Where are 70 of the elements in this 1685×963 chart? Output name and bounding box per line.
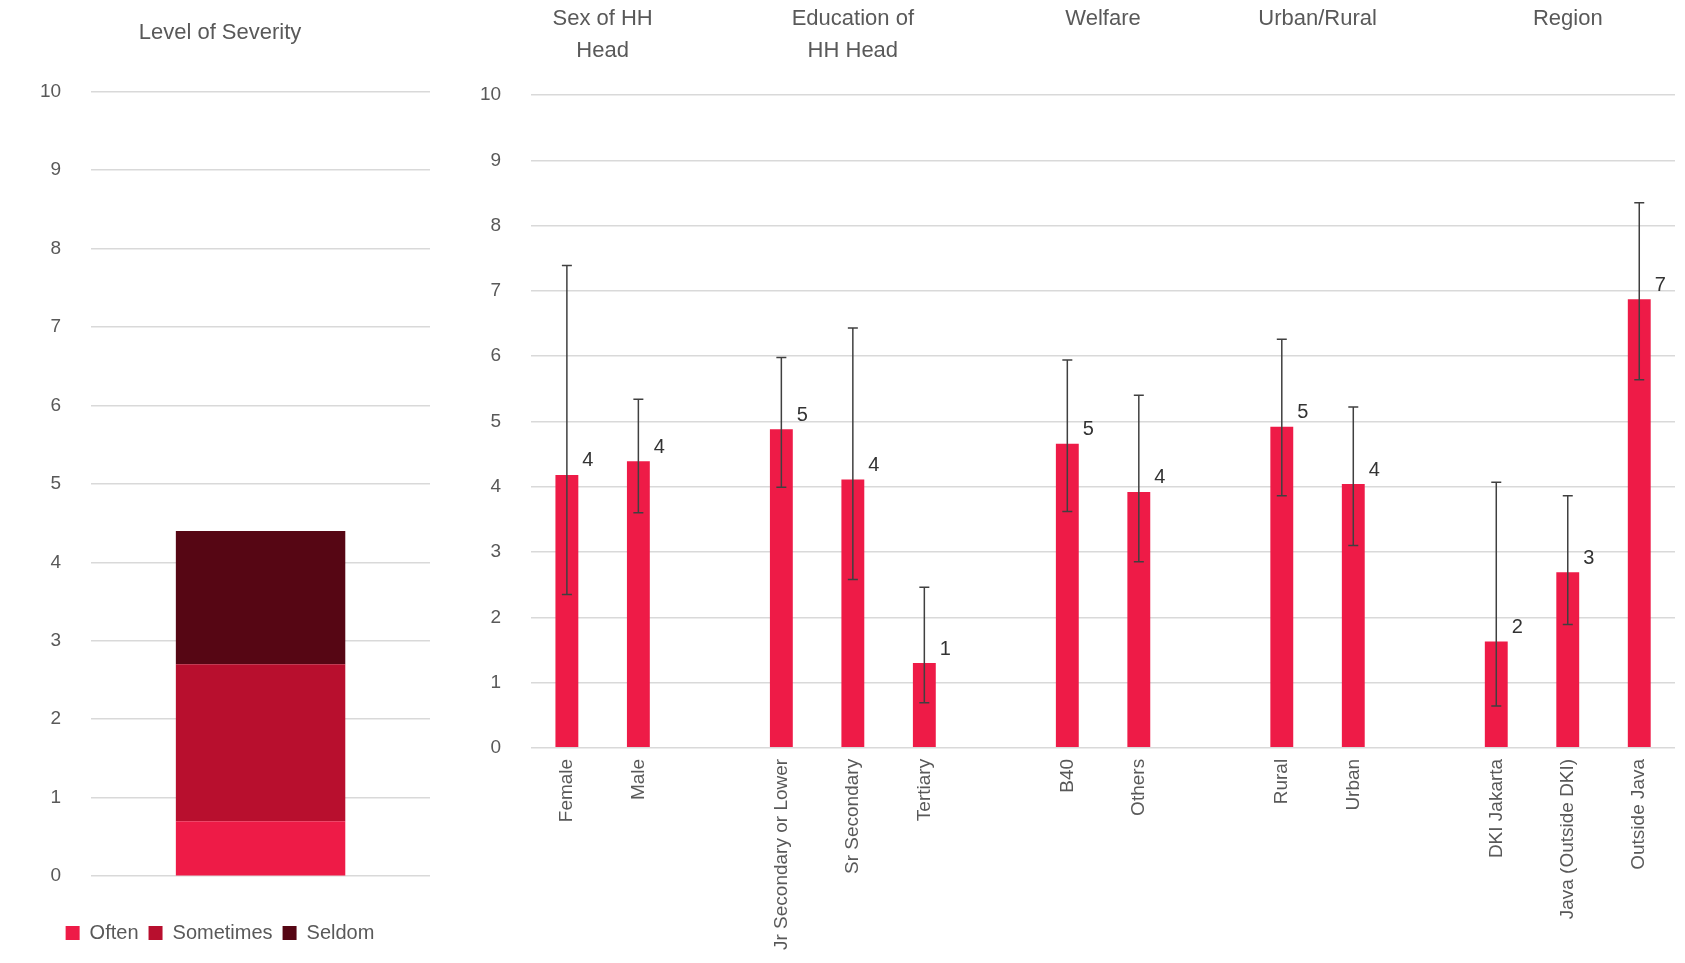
- y-tick-label: 3: [490, 540, 502, 562]
- text: Welfare: [1065, 5, 1141, 31]
- data-label: 5: [1297, 400, 1309, 423]
- y-tick-label: 10: [479, 83, 502, 105]
- y-tick-label: 9: [50, 158, 62, 180]
- y-tick-label: 6: [50, 393, 62, 415]
- y-tick-label: 0: [50, 864, 62, 886]
- y-tick-label: 2: [50, 707, 62, 729]
- data-label: 4: [582, 448, 594, 471]
- bar: [1055, 443, 1079, 748]
- data-label: 4: [1154, 465, 1166, 488]
- x-tick-label: Others: [1127, 758, 1149, 816]
- bar: [912, 662, 936, 748]
- data-label: 4: [1368, 457, 1380, 480]
- legend-label: Sometimes: [172, 920, 273, 943]
- text: Region: [1532, 5, 1603, 31]
- bar: [555, 474, 579, 748]
- bar: [1627, 299, 1651, 748]
- y-tick-label: 4: [50, 550, 62, 572]
- data-label: 1: [939, 636, 951, 659]
- legend-label: Often: [89, 920, 139, 943]
- x-tick-label: Sr Secondary: [841, 758, 863, 874]
- data-label: 3: [1583, 545, 1595, 568]
- y-tick-label: 9: [490, 148, 502, 170]
- data-label: 4: [868, 453, 880, 476]
- y-tick-label: 7: [50, 315, 62, 337]
- text: Sex of HH Head: [552, 5, 653, 63]
- y-tick-label: 3: [50, 628, 62, 650]
- x-tick-label: Tertiary: [912, 758, 934, 822]
- y-tick-label: 0: [490, 736, 502, 758]
- data-label: 5: [796, 402, 808, 425]
- chart-title: Level of Severity: [138, 19, 302, 45]
- bar: [175, 821, 346, 876]
- x-tick-label: Rural: [1270, 758, 1292, 805]
- bar: [1484, 641, 1508, 748]
- y-tick-label: 4: [490, 474, 502, 496]
- data-label: 5: [1082, 417, 1094, 440]
- y-tick-label: 5: [490, 409, 502, 431]
- y-tick-label: 1: [50, 785, 62, 807]
- data-label: 2: [1511, 614, 1523, 637]
- x-tick-label: Urban: [1341, 758, 1363, 811]
- y-tick-label: 2: [490, 605, 502, 627]
- data-label: 4: [653, 434, 665, 457]
- bar: [1127, 491, 1151, 748]
- x-tick-label: Java (Outside DKI): [1556, 758, 1577, 920]
- x-tick-label: Jr Secondary or Lower: [769, 758, 791, 951]
- bar: [841, 479, 865, 748]
- y-tick-label: 1: [490, 670, 502, 692]
- x-tick-label: Male: [626, 758, 648, 801]
- bar: [1270, 426, 1294, 748]
- legend-label: Seldom: [306, 920, 375, 943]
- x-tick-label: Outside Java: [1627, 758, 1649, 870]
- bar: [175, 530, 346, 665]
- y-tick-label: 8: [50, 236, 62, 258]
- y-tick-label: 7: [490, 279, 502, 301]
- y-tick-label: 6: [490, 344, 502, 366]
- x-tick-label: Female: [555, 758, 577, 823]
- y-tick-label: 8: [490, 213, 502, 235]
- bar: [1556, 572, 1580, 748]
- text: Education of HH Head: [791, 5, 915, 63]
- y-tick-label: 10: [39, 79, 62, 101]
- y-tick-label: 5: [50, 472, 62, 494]
- bar: [1341, 484, 1365, 748]
- text: Urban/Rural: [1258, 5, 1377, 31]
- bar: [626, 461, 650, 748]
- bar: [769, 429, 793, 748]
- x-tick-label: B40: [1055, 758, 1077, 793]
- data-label: 7: [1654, 272, 1666, 295]
- bar: [175, 664, 346, 822]
- x-tick-label: DKI Jakarta: [1484, 758, 1506, 859]
